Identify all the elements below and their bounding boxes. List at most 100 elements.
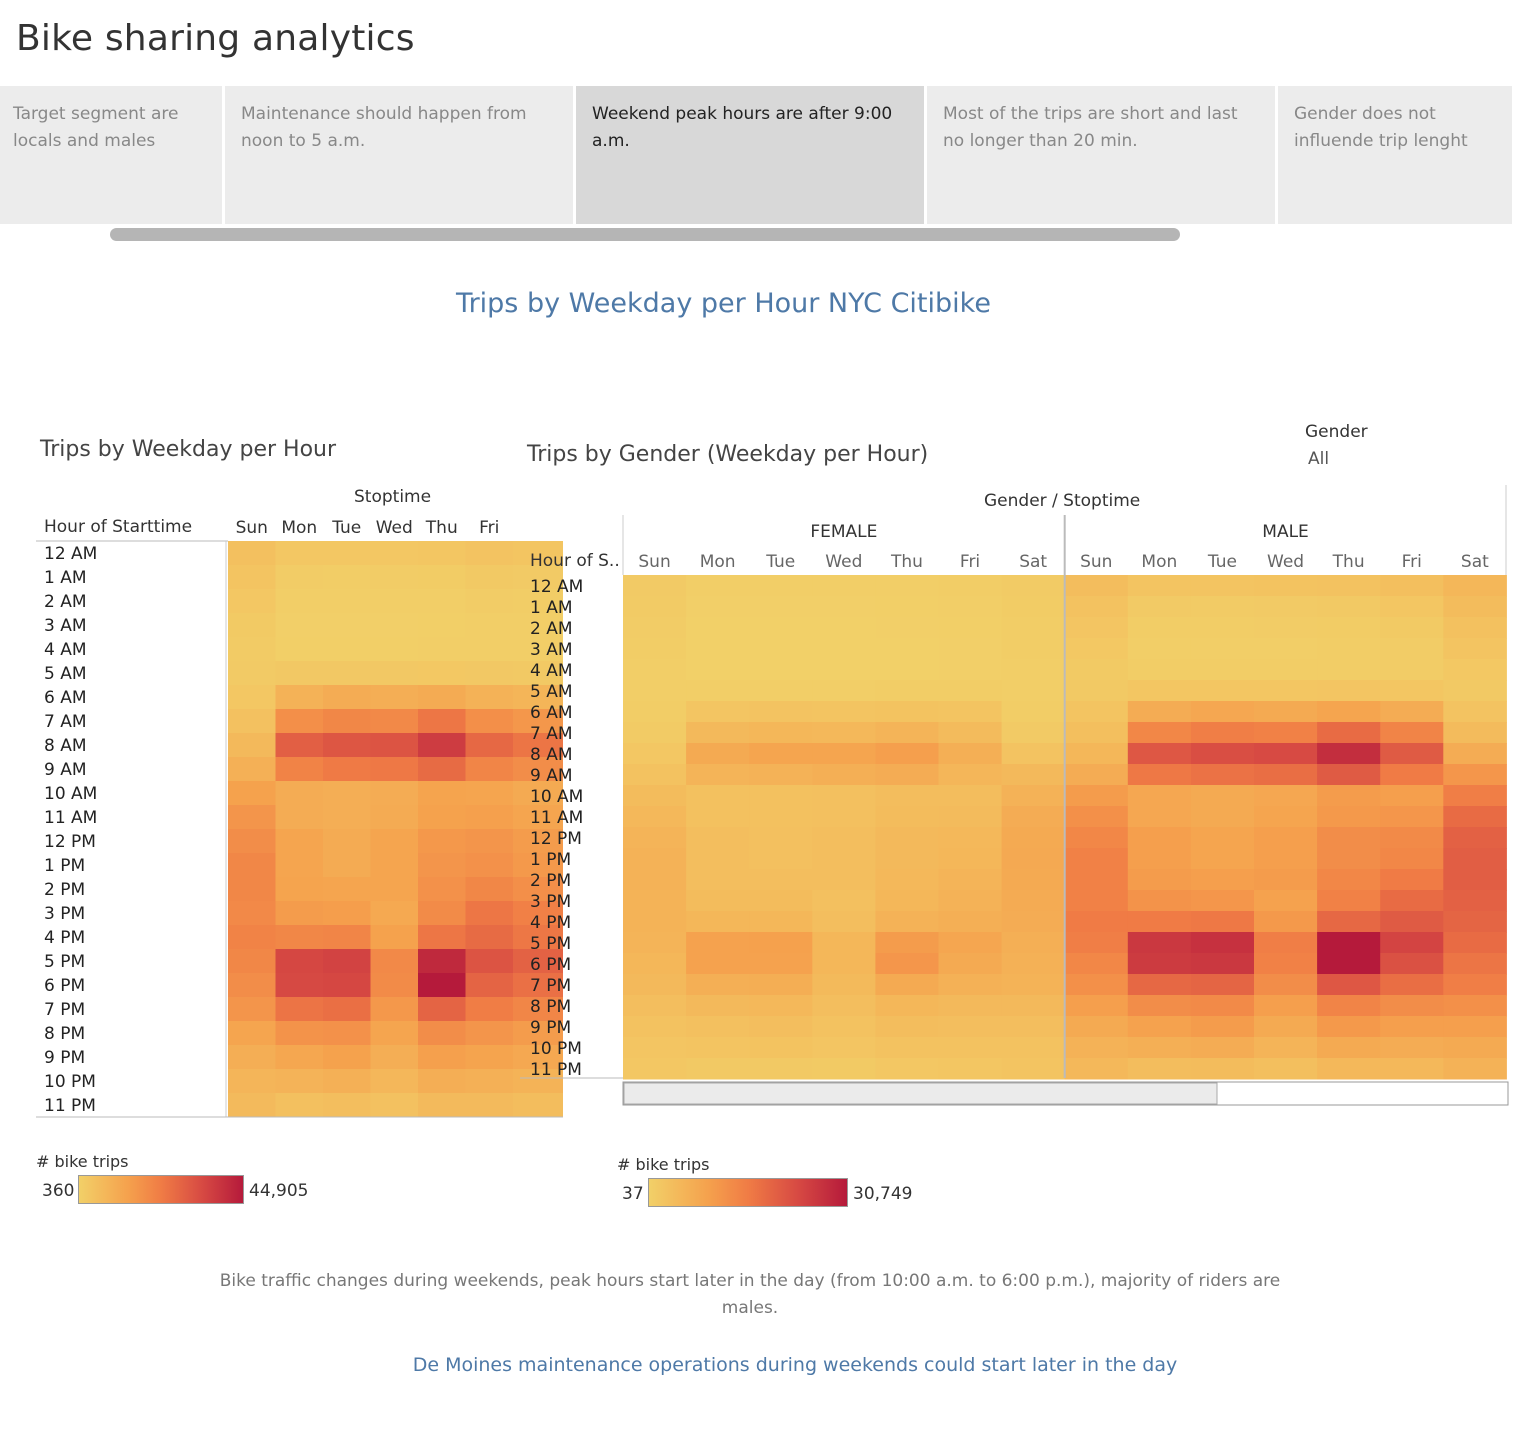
heatmap-cell [275,589,324,614]
story-point-1[interactable]: Target segment are locals and males [0,86,222,224]
heatmap-cell [938,1016,1003,1038]
heatmap-cell [465,613,514,638]
story-point-3-active[interactable]: Weekend peak hours are after 9:00 a.m. [576,86,924,224]
heatmap-cell [749,638,813,660]
heatmap-cell [623,1058,687,1080]
heatmap-cell [875,890,939,912]
heatmap-cell [370,757,419,782]
story-scrollbar[interactable] [110,228,1180,241]
dashboard-title: Trips by Weekday per Hour NYC Citibike [456,288,991,319]
heatmap-cell [228,877,276,902]
heatmap-cell [418,1045,466,1070]
heatmap-cell [1254,743,1318,765]
heatmap-cell [1317,617,1381,639]
heatmap-cell [686,890,750,912]
heatmap-cell [1127,1037,1192,1059]
heatmap-cell-clipped [513,757,563,782]
heatmap-cell [938,659,1003,681]
heatmap-cell [418,877,466,902]
heatmap-cell [623,764,687,786]
heatmap-cell [875,995,939,1017]
heatmap-cell [938,827,1003,849]
story-point-5[interactable]: Gender does not influende trip lenght [1278,86,1512,224]
heatmap-cell [370,949,419,974]
heatmap-cell [370,805,419,830]
heatmap-cell [686,932,750,954]
y-tick-label: 11 AM [530,808,583,828]
heatmap-cell [323,781,371,806]
heatmap-cell [1317,722,1381,744]
heatmap-cell [228,829,276,854]
heatmap-cell [938,890,1003,912]
heatmap-cell [275,949,324,974]
heatmap-cell [1443,638,1507,660]
heatmap-cell [1064,743,1129,765]
heatmap-cell [875,764,939,786]
heatmap-cell [1254,638,1318,660]
heatmap-cell [1254,1037,1318,1059]
heatmap-cell [465,541,514,566]
heatmap-cell [875,617,939,639]
heatmap-cell [749,806,813,828]
heatmap-cell [1317,932,1381,954]
heatmap-cell [1317,575,1381,597]
heatmap-cell [1443,974,1507,996]
heatmap-cell [323,853,371,878]
heatmap-cell [1443,722,1507,744]
heatmap-cell [749,617,813,639]
heatmap-cell [1317,911,1381,933]
heatmap-cell [465,853,514,878]
heatmap-cell [323,925,371,950]
heatmap-cell [1001,911,1066,933]
heatmap-cell [623,722,687,744]
story-point-4[interactable]: Most of the trips are short and last no … [927,86,1275,224]
heatmap-cell [323,805,371,830]
heatmap-cell [418,997,466,1022]
heatmap-cell [1380,911,1444,933]
heatmap-cell [623,638,687,660]
heatmap-cell [1443,806,1507,828]
heatmap-cell [1190,659,1255,681]
heatmap-cell [1380,701,1444,723]
y-tick-label: 5 AM [44,664,87,684]
story-point-2[interactable]: Maintenance should happen from noon to 5… [225,86,573,224]
heatmap-cell [686,575,750,597]
sheet2-row-header: Hour of S.. [530,551,620,571]
heatmap-cell-clipped [513,997,563,1022]
heatmap-cell [228,1069,276,1094]
y-tick-label: 2 AM [44,592,87,612]
heatmap-cell [623,596,687,618]
heatmap-cell [749,827,813,849]
heatmap-cell [749,701,813,723]
x-tick-label: Mon [281,518,317,538]
heatmap-cell [418,565,466,590]
heatmap-cell [323,709,371,734]
heatmap-cell [323,1093,371,1118]
heatmap-cell [465,781,514,806]
heatmap-cell [275,901,324,926]
x-tick-label: Tue [1207,552,1237,572]
heatmap-cell [1001,722,1066,744]
heatmap-cell [1190,974,1255,996]
legend2-color-ramp [648,1178,848,1207]
heatmap-cell [275,541,324,566]
heatmap-cell [749,785,813,807]
gender-filter-value[interactable]: All [1308,449,1330,469]
heatmap-cell-clipped [513,541,563,566]
heatmap-cell [370,541,419,566]
heatmap-cell [1254,680,1318,702]
heatmap-cell [623,911,687,933]
horizontal-scrollbar-thumb[interactable] [623,1082,1218,1105]
heatmap-cell [812,1037,876,1059]
heatmap-cell [1001,680,1066,702]
heatmap-cell [938,764,1003,786]
heatmap-cell [1190,575,1255,597]
heatmap-cell [1380,995,1444,1017]
heatmap-cell [228,613,276,638]
heatmap-cell [465,1045,514,1070]
heatmap-cell [1127,848,1192,870]
heatmap-cell [623,659,687,681]
heatmap-cell [465,661,514,686]
heatmap-cell [275,877,324,902]
x-tick-label: Fri [1402,552,1422,572]
